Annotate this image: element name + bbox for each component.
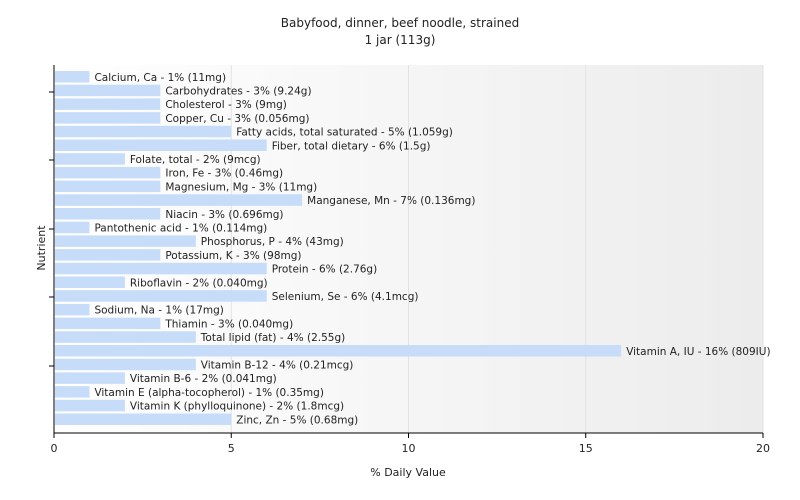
bar-label: Fiber, total dietary - 6% (1.5g) — [272, 140, 431, 152]
bar-labels: Calcium, Ca - 1% (11mg)Carbohydrates - 3… — [94, 72, 770, 427]
chart-subtitle: 1 jar (113g) — [365, 33, 436, 47]
bar — [55, 208, 161, 220]
bar — [55, 125, 232, 138]
axes: 0 5 10 15 20 — [49, 65, 770, 455]
bar-label: Selenium, Se - 6% (4.1mcg) — [272, 291, 419, 303]
bar — [55, 372, 125, 384]
y-axis-title: Nutrient — [35, 225, 48, 271]
bar-label: Sodium, Na - 1% (17mg) — [94, 305, 223, 317]
bar — [55, 386, 90, 398]
bar-label: Magnesium, Mg - 3% (11mg) — [165, 181, 317, 193]
x-tick-label: 0 — [51, 442, 58, 455]
bar — [55, 180, 161, 193]
bar-label: Riboflavin - 2% (0.040mg) — [130, 277, 268, 289]
bar — [55, 331, 196, 343]
bar — [55, 276, 125, 288]
bar-label: Copper, Cu - 3% (0.056mg) — [165, 113, 309, 125]
bar — [55, 345, 622, 357]
bar-label: Thiamin - 3% (0.040mg) — [164, 318, 293, 330]
bar-label: Vitamin B-12 - 4% (0.21mcg) — [201, 359, 354, 371]
bar-label: Zinc, Zn - 5% (0.68mg) — [236, 414, 358, 426]
bar — [55, 399, 125, 412]
bar — [55, 290, 267, 302]
x-axis-title: % Daily Value — [370, 466, 446, 479]
bar — [55, 112, 161, 124]
bar-label: Vitamin A, IU - 16% (809IU) — [626, 346, 770, 358]
x-tick-label: 15 — [579, 442, 593, 455]
bar — [55, 413, 232, 425]
bar — [55, 98, 161, 110]
bar-label: Fatty acids, total saturated - 5% (1.059… — [236, 127, 453, 139]
chart-title: Babyfood, dinner, beef noodle, strained — [281, 16, 519, 30]
bar — [55, 262, 267, 275]
bar — [55, 303, 90, 316]
bar — [55, 317, 161, 330]
bar-label: Folate, total - 2% (9mcg) — [130, 154, 261, 166]
bar — [55, 71, 90, 83]
bar-label: Vitamin B-6 - 2% (0.041mg) — [130, 373, 277, 385]
bar-label: Cholesterol - 3% (9mg) — [165, 99, 287, 111]
bars — [55, 71, 622, 425]
x-tick-label: 10 — [402, 442, 416, 455]
bar — [55, 139, 267, 151]
bar-label: Vitamin K (phylloquinone) - 2% (1.8mcg) — [130, 401, 344, 413]
bar — [55, 166, 161, 179]
bar-label: Manganese, Mn - 7% (0.136mg) — [307, 195, 475, 207]
bar-label: Pantothenic acid - 1% (0.114mg) — [94, 222, 267, 234]
bar-label: Potassium, K - 3% (98mg) — [165, 250, 301, 262]
bar — [55, 84, 161, 97]
bar-label: Protein - 6% (2.76g) — [272, 264, 378, 276]
bar — [55, 358, 196, 371]
x-tick-label: 5 — [228, 442, 235, 455]
bar-label: Total lipid (fat) - 4% (2.55g) — [200, 332, 345, 344]
bar-label: Phosphorus, P - 4% (43mg) — [201, 236, 344, 248]
bar-label: Iron, Fe - 3% (0.46mg) — [165, 168, 283, 180]
bar-label: Niacin - 3% (0.696mg) — [165, 209, 283, 221]
bar — [55, 221, 90, 234]
bar — [55, 194, 303, 206]
bar — [55, 235, 196, 247]
x-tick-label: 20 — [756, 442, 770, 455]
bar-label: Carbohydrates - 3% (9.24g) — [165, 85, 311, 97]
bar-label: Vitamin E (alpha-tocopherol) - 1% (0.35m… — [94, 387, 324, 399]
bar — [55, 153, 125, 165]
bar — [55, 249, 161, 261]
bar-label: Calcium, Ca - 1% (11mg) — [94, 72, 226, 84]
